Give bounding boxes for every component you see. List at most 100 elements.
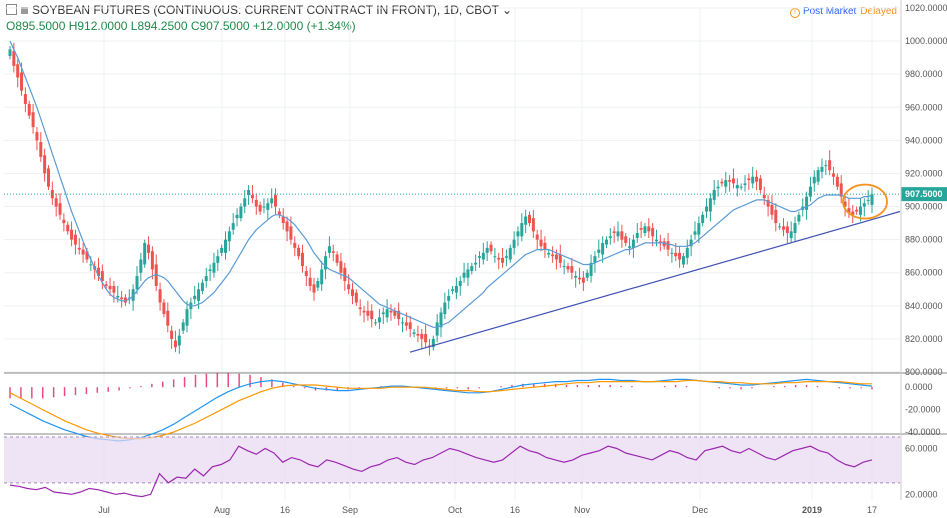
- candle-body: [458, 281, 462, 286]
- candle-body: [670, 252, 674, 254]
- candle-body: [774, 209, 778, 224]
- candle-body: [108, 285, 112, 290]
- candle-body: [816, 170, 820, 182]
- candle-body: [162, 302, 166, 315]
- candle-body: [208, 269, 212, 272]
- candle-body: [31, 112, 35, 128]
- candle-body: [785, 226, 789, 234]
- y-tick-label: -20.0000: [905, 405, 941, 415]
- candle-body: [73, 234, 77, 245]
- candle-body: [420, 333, 424, 339]
- candle-body: [254, 199, 258, 207]
- candle-body: [493, 256, 497, 258]
- candle-body: [327, 246, 331, 253]
- candle-body: [728, 180, 732, 182]
- candle-body: [643, 226, 647, 234]
- candle-body: [870, 194, 874, 205]
- candle-body: [70, 229, 74, 240]
- y-tick-label: 60.0000: [905, 443, 938, 453]
- candle-body: [747, 178, 751, 181]
- candle-body: [581, 277, 585, 283]
- x-tick-label: Dec: [692, 505, 709, 515]
- candle-body: [793, 223, 797, 234]
- candle-body: [401, 322, 405, 324]
- candle-body: [678, 252, 682, 260]
- candle-body: [485, 247, 489, 253]
- candle-body: [435, 322, 439, 336]
- x-tick-label: 17: [867, 505, 877, 515]
- candle-body: [597, 249, 601, 253]
- candle-body: [616, 231, 620, 237]
- candle-body: [204, 276, 208, 281]
- candle-body: [220, 247, 224, 253]
- y-tick-label: 880.0000: [905, 235, 943, 245]
- candle-body: [66, 224, 70, 232]
- candle-body: [481, 252, 485, 260]
- candle-body: [331, 251, 335, 253]
- candle-body: [97, 267, 101, 277]
- candle-body: [374, 322, 378, 324]
- delayed-label: Delayed: [860, 6, 897, 17]
- y-tick-label: -40.0000: [905, 427, 941, 437]
- candle-body: [262, 206, 266, 208]
- candle-body: [258, 204, 262, 212]
- x-tick-label: 2019: [802, 505, 822, 515]
- candle-body: [439, 312, 443, 328]
- candle-body: [266, 203, 270, 210]
- candle-body: [655, 239, 658, 242]
- y-tick-label: 840.0000: [905, 301, 943, 311]
- x-tick-label: 16: [280, 505, 290, 515]
- candle-body: [589, 262, 593, 277]
- candle-body: [731, 178, 735, 184]
- candle-body: [377, 317, 381, 323]
- candle-body: [200, 282, 204, 291]
- candle-body: [227, 231, 231, 242]
- candle-body: [185, 309, 189, 326]
- candle-body: [81, 249, 85, 255]
- candle-body: [504, 256, 508, 258]
- candle-body: [381, 312, 385, 315]
- candle-body: [316, 281, 320, 288]
- candle-body: [866, 199, 870, 201]
- y-tick-label: 980.0000: [905, 69, 943, 79]
- candle-body: [243, 198, 247, 207]
- candle-body: [335, 254, 339, 263]
- candle-body: [147, 244, 151, 253]
- chevron-down-icon[interactable]: ⌄: [502, 3, 513, 17]
- candle-body: [708, 198, 712, 212]
- candle-body: [320, 269, 324, 285]
- x-tick-label: Aug: [214, 505, 230, 515]
- candle-body: [462, 272, 466, 278]
- symbol-square-icon: [21, 7, 28, 14]
- candle-body: [393, 310, 397, 316]
- y-tick-label: 960.0000: [905, 102, 943, 112]
- candle-body: [216, 256, 220, 263]
- candle-body: [8, 49, 12, 56]
- candle-body: [578, 277, 582, 280]
- candle-body: [231, 223, 235, 230]
- candle-body: [770, 204, 774, 215]
- candle-body: [843, 201, 847, 207]
- candle-body: [308, 277, 312, 286]
- candle-body: [297, 247, 301, 257]
- candle-body: [404, 322, 408, 326]
- candle-body: [766, 199, 770, 207]
- candle-body: [143, 242, 147, 265]
- candle-body: [781, 226, 785, 230]
- candle-body: [412, 332, 416, 334]
- candle-body: [551, 254, 555, 257]
- candle-body: [354, 292, 358, 303]
- candle-body: [601, 242, 605, 255]
- candle-body: [751, 176, 755, 184]
- candle-body: [701, 214, 705, 224]
- candle-body: [270, 198, 274, 204]
- y-tick-label: 940.0000: [905, 135, 943, 145]
- candle-body: [693, 231, 697, 235]
- candle-body: [651, 228, 655, 237]
- candle-body: [362, 310, 366, 313]
- expand-icon[interactable]: [6, 4, 17, 15]
- candle-body: [820, 166, 824, 172]
- candle-body: [35, 132, 39, 141]
- candle-body: [689, 239, 693, 247]
